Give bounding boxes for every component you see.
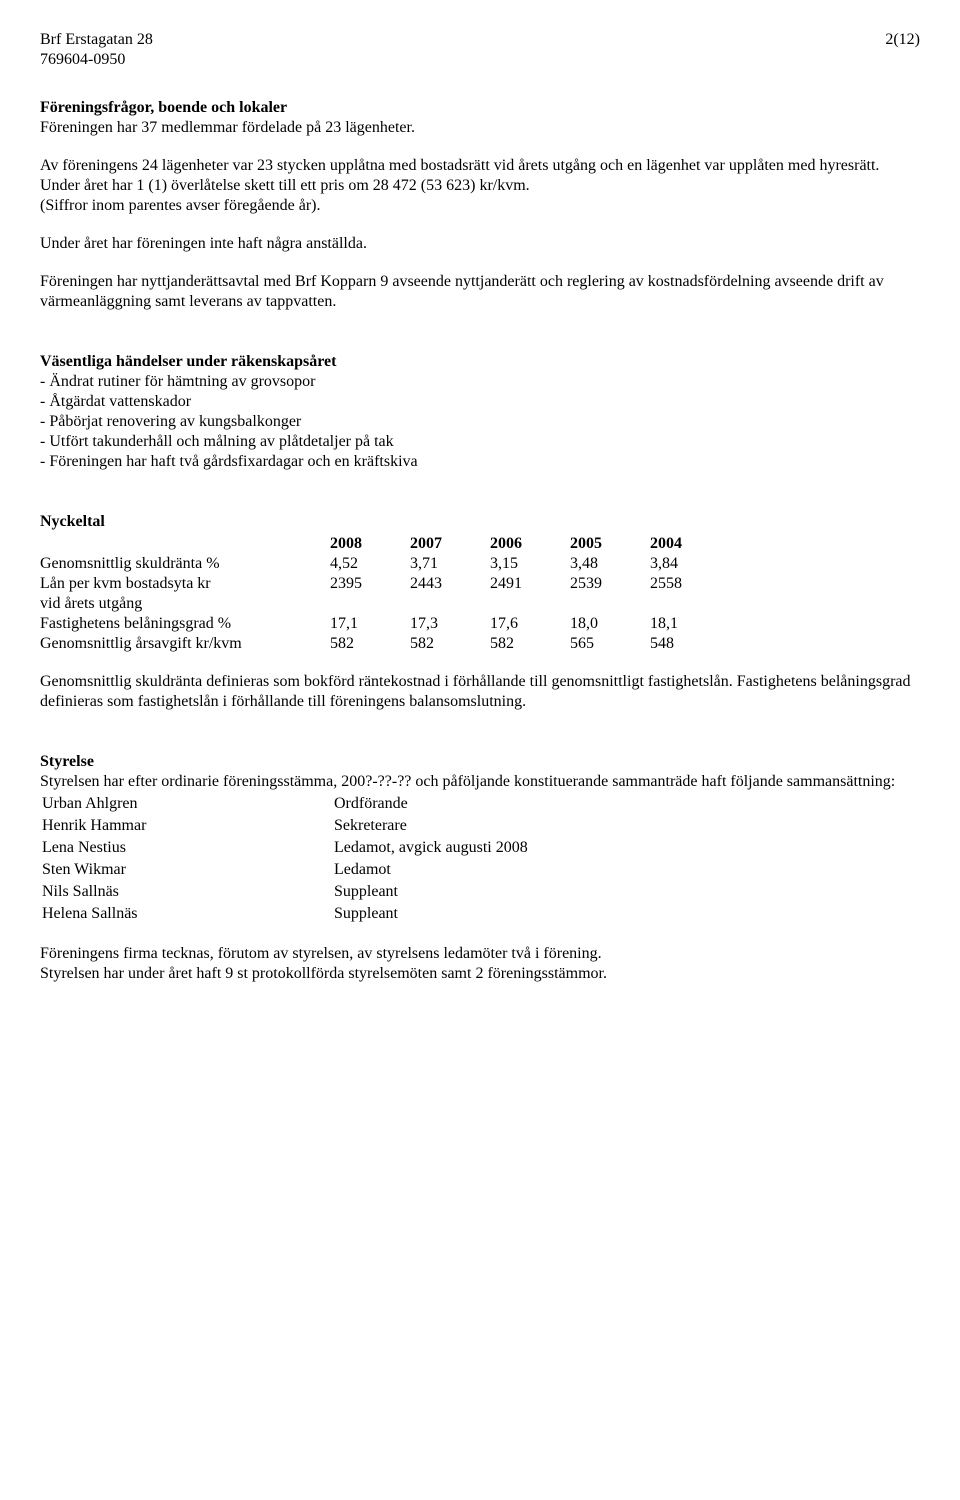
table-row: Helena Sallnäs Suppleant bbox=[42, 904, 528, 924]
row-label: vid årets utgång bbox=[40, 594, 330, 614]
year-header: 2006 bbox=[490, 534, 570, 554]
paragraph: (Siffror inom parentes avser föregående … bbox=[40, 196, 920, 216]
row-label: Fastighetens belåningsgrad % bbox=[40, 614, 330, 634]
cell: 3,48 bbox=[570, 554, 650, 574]
year-header: 2005 bbox=[570, 534, 650, 554]
table-row: Fastighetens belåningsgrad % 17,1 17,3 1… bbox=[40, 614, 730, 634]
table-row: Lån per kvm bostadsyta kr 2395 2443 2491… bbox=[40, 574, 730, 594]
nyckeltal-table: 2008 2007 2006 2005 2004 Genomsnittlig s… bbox=[40, 534, 730, 654]
event-item: - Påbörjat renovering av kungsbalkonger bbox=[40, 412, 920, 432]
nyckeltal-footnote: Genomsnittlig skuldränta definieras som … bbox=[40, 672, 920, 712]
event-item: - Utfört takunderhåll och målning av plå… bbox=[40, 432, 920, 452]
page-header: Brf Erstagatan 28 769604-0950 2(12) bbox=[40, 30, 920, 70]
cell: 18,0 bbox=[570, 614, 650, 634]
cell: 3,84 bbox=[650, 554, 730, 574]
table-row: Henrik Hammar Sekreterare bbox=[42, 816, 528, 836]
member-name: Sten Wikmar bbox=[42, 860, 332, 880]
cell: 582 bbox=[410, 634, 490, 654]
member-role: Suppleant bbox=[334, 882, 528, 902]
section-foreningsfragor: Föreningsfrågor, boende och lokaler Före… bbox=[40, 98, 920, 312]
org-number: 769604-0950 bbox=[40, 50, 153, 70]
member-name: Henrik Hammar bbox=[42, 816, 332, 836]
cell: 548 bbox=[650, 634, 730, 654]
row-label: Genomsnittlig skuldränta % bbox=[40, 554, 330, 574]
table-row: Genomsnittlig skuldränta % 4,52 3,71 3,1… bbox=[40, 554, 730, 574]
member-role: Sekreterare bbox=[334, 816, 528, 836]
member-name: Helena Sallnäs bbox=[42, 904, 332, 924]
table-row: Nils Sallnäs Suppleant bbox=[42, 882, 528, 902]
cell: 2539 bbox=[570, 574, 650, 594]
paragraph: Föreningen har 37 medlemmar fördelade på… bbox=[40, 118, 920, 138]
member-role: Ledamot, avgick augusti 2008 bbox=[334, 838, 528, 858]
cell: 582 bbox=[490, 634, 570, 654]
cell: 2558 bbox=[650, 574, 730, 594]
member-role: Ledamot bbox=[334, 860, 528, 880]
table-row: vid årets utgång bbox=[40, 594, 730, 614]
cell: 18,1 bbox=[650, 614, 730, 634]
paragraph: Föreningens firma tecknas, förutom av st… bbox=[40, 944, 920, 964]
member-name: Urban Ahlgren bbox=[42, 794, 332, 814]
section-heading: Nyckeltal bbox=[40, 512, 920, 532]
styrelse-table: Urban Ahlgren Ordförande Henrik Hammar S… bbox=[40, 792, 530, 926]
event-item: - Föreningen har haft två gårdsfixardaga… bbox=[40, 452, 920, 472]
styrelse-intro: Styrelsen har efter ordinarie föreningss… bbox=[40, 772, 920, 792]
document-page: Brf Erstagatan 28 769604-0950 2(12) Före… bbox=[0, 0, 960, 1014]
section-styrelse: Styrelse Styrelsen har efter ordinarie f… bbox=[40, 752, 920, 984]
table-row: Lena Nestius Ledamot, avgick augusti 200… bbox=[42, 838, 528, 858]
member-name: Lena Nestius bbox=[42, 838, 332, 858]
table-header-row: 2008 2007 2006 2005 2004 bbox=[40, 534, 730, 554]
paragraph: Styrelsen har under året haft 9 st proto… bbox=[40, 964, 920, 984]
section-heading: Väsentliga händelser under räkenskapsåre… bbox=[40, 352, 920, 372]
row-label: Lån per kvm bostadsyta kr bbox=[40, 574, 330, 594]
cell: 565 bbox=[570, 634, 650, 654]
cell: 17,1 bbox=[330, 614, 410, 634]
year-header: 2008 bbox=[330, 534, 410, 554]
table-row: Urban Ahlgren Ordförande bbox=[42, 794, 528, 814]
section-heading: Styrelse bbox=[40, 752, 920, 772]
page-indicator: 2(12) bbox=[885, 30, 920, 70]
year-header: 2004 bbox=[650, 534, 730, 554]
row-label: Genomsnittlig årsavgift kr/kvm bbox=[40, 634, 330, 654]
year-header: 2007 bbox=[410, 534, 490, 554]
cell: 2491 bbox=[490, 574, 570, 594]
paragraph: Av föreningens 24 lägenheter var 23 styc… bbox=[40, 156, 920, 196]
cell: 582 bbox=[330, 634, 410, 654]
cell: 3,15 bbox=[490, 554, 570, 574]
org-block: Brf Erstagatan 28 769604-0950 bbox=[40, 30, 153, 70]
cell: 17,3 bbox=[410, 614, 490, 634]
table-row: Genomsnittlig årsavgift kr/kvm 582 582 5… bbox=[40, 634, 730, 654]
section-nyckeltal: Nyckeltal 2008 2007 2006 2005 2004 Genom… bbox=[40, 512, 920, 712]
org-name: Brf Erstagatan 28 bbox=[40, 30, 153, 50]
cell: 2443 bbox=[410, 574, 490, 594]
table-row: Sten Wikmar Ledamot bbox=[42, 860, 528, 880]
paragraph: Under året har föreningen inte haft någr… bbox=[40, 234, 920, 254]
section-heading: Föreningsfrågor, boende och lokaler bbox=[40, 98, 920, 118]
cell: 3,71 bbox=[410, 554, 490, 574]
paragraph: Föreningen har nyttjanderättsavtal med B… bbox=[40, 272, 920, 312]
event-item: - Ändrat rutiner för hämtning av grovsop… bbox=[40, 372, 920, 392]
member-role: Suppleant bbox=[334, 904, 528, 924]
section-handelser: Väsentliga händelser under räkenskapsåre… bbox=[40, 352, 920, 472]
member-role: Ordförande bbox=[334, 794, 528, 814]
event-item: - Åtgärdat vattenskador bbox=[40, 392, 920, 412]
member-name: Nils Sallnäs bbox=[42, 882, 332, 902]
cell: 17,6 bbox=[490, 614, 570, 634]
cell: 2395 bbox=[330, 574, 410, 594]
cell: 4,52 bbox=[330, 554, 410, 574]
